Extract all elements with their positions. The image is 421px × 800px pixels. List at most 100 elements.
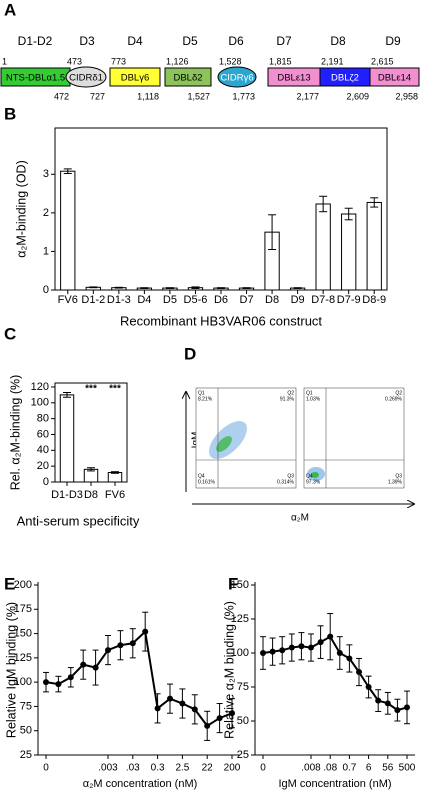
x-tick-label: D1-D3 (51, 489, 83, 501)
y-tick-label: 0 (43, 476, 49, 488)
quadrant-percent: 1.39% (388, 479, 403, 485)
x-tick-label: 6 (366, 763, 372, 774)
point (229, 710, 235, 717)
domain-name: NTS-DBLα1.5 (6, 73, 65, 84)
domain-name: CIDRγ6 (220, 73, 253, 84)
domain-group-label: D6 (228, 34, 244, 48)
x-tick-label: .08 (323, 763, 337, 774)
panel-label: D (184, 344, 196, 363)
domain-group-label: D3 (79, 34, 95, 48)
point (191, 706, 198, 713)
quadrant-percent: 1.03% (306, 396, 321, 402)
significance: *** (85, 384, 97, 395)
panel-label: F (228, 574, 238, 593)
domain-end: 2,609 (346, 91, 369, 101)
domain (217, 66, 257, 88)
y-tick-label: 100 (14, 676, 32, 688)
x-axis-label: Recombinant HB3VAR06 construct (120, 313, 322, 328)
quadrant-percent: 8.21% (198, 396, 213, 402)
x-tick-label: 200 (224, 763, 241, 774)
y-tick-label: 20 (37, 460, 49, 472)
y-tick-label: 25 (20, 749, 32, 761)
domain-start: 773 (111, 56, 126, 66)
quadrant-name: Q2 (395, 390, 402, 396)
domain-end: 1,118 (137, 91, 159, 101)
point (129, 640, 136, 647)
y-tick-label: 100 (231, 647, 249, 659)
y-tick-label: 3 (43, 168, 49, 180)
point (204, 722, 211, 729)
x-axis-label: IgM concentration (nM) (278, 778, 391, 790)
point (346, 655, 353, 662)
point (279, 647, 286, 654)
y-axis-label: α₂M-binding (OD) (14, 160, 28, 258)
point (142, 628, 149, 635)
y-tick-label: 25 (237, 749, 249, 761)
x-tick-label: .003 (98, 763, 118, 774)
x-axis-label: α₂M (291, 513, 309, 524)
quadrant-name: Q1 (198, 390, 205, 396)
y-tick-label: 0 (43, 284, 49, 296)
x-tick-label: D7-9 (337, 294, 361, 306)
x-tick-label: .008 (301, 763, 321, 774)
point (179, 700, 186, 707)
quadrant-percent: 0.269% (385, 396, 403, 402)
x-tick-label: D9 (291, 294, 305, 306)
x-axis-label: α₂M concentration (nM) (83, 778, 198, 790)
point (336, 650, 343, 656)
y-tick-label: 50 (20, 725, 32, 737)
point (298, 643, 305, 650)
y-tick-label: 150 (231, 579, 249, 591)
point (394, 707, 401, 714)
y-tick-label: 2 (43, 207, 49, 219)
x-tick-label: D7-8 (311, 294, 335, 306)
x-tick-label: D1-2 (81, 294, 105, 306)
domain-end: 1,527 (187, 91, 210, 101)
panel-label: A (4, 0, 16, 19)
quadrant-name: Q1 (306, 390, 313, 396)
bar (59, 394, 75, 483)
y-tick-label: 100 (31, 397, 49, 409)
domain-group-label: D9 (385, 34, 401, 48)
y-axis-label: Rel. α₂M-binding (%) (8, 375, 22, 491)
domain-end: 472 (54, 91, 69, 101)
domain-start: 1,528 (219, 56, 242, 66)
plot-frame (54, 127, 388, 291)
point (92, 664, 99, 671)
bar (366, 201, 382, 291)
point (55, 681, 62, 688)
line (45, 629, 233, 728)
point (356, 669, 362, 676)
domain (109, 67, 161, 87)
point (167, 695, 173, 702)
quadrant-percent: 0.161% (198, 479, 216, 485)
x-tick-label: 500 (399, 763, 416, 774)
domain-group-label: D1-D2 (18, 34, 53, 48)
x-tick-label: FV6 (58, 294, 78, 306)
domain-name: DBLγ6 (121, 73, 150, 84)
cell-cloud-core (216, 436, 232, 452)
domain-start: 1,126 (166, 56, 189, 66)
domain-name: DBLζ2 (331, 73, 359, 84)
quadrant-name: Q4 (306, 473, 313, 479)
point (317, 639, 324, 646)
bar (107, 471, 123, 483)
point (260, 650, 266, 656)
x-tick-label: D4 (137, 294, 151, 306)
y-tick-label: 40 (37, 444, 49, 456)
domain-start: 2,191 (321, 56, 344, 66)
point (365, 684, 372, 690)
line (262, 635, 408, 712)
quadrant-percent: 0.314% (277, 479, 295, 485)
domain-end: 2,177 (296, 91, 319, 101)
point (384, 700, 391, 707)
point (375, 697, 382, 704)
domain-end: 1,773 (232, 91, 255, 101)
x-axis-label: Anti-serum specificity (17, 513, 140, 528)
quadrant-name: Q3 (395, 473, 402, 479)
panel-label: C (4, 324, 16, 343)
domain-start: 1,815 (269, 56, 292, 66)
domain-group-label: D4 (127, 34, 143, 48)
domain-group-label: D7 (276, 34, 292, 48)
